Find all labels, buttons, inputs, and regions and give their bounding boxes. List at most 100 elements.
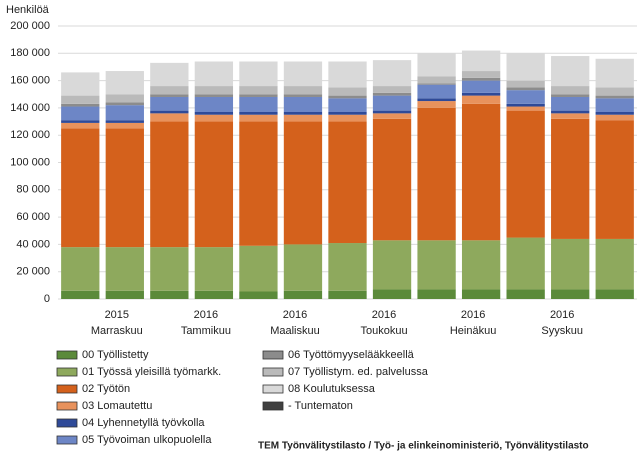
bar-segment [283,96,323,112]
bar-segment [328,111,367,115]
x-tick-month: Tammikuu [181,325,231,337]
bar-segment [372,240,412,290]
y-tick-label: 40 000 [16,238,50,250]
bar-segment [372,92,412,96]
bar-segment [328,114,367,122]
bar-segment [595,120,634,239]
bar-segment [194,96,234,112]
bar-segment [461,95,501,104]
y-tick-label: 20 000 [16,266,50,278]
bar-segment [194,290,234,299]
bar-segment [595,58,634,88]
bar-segment [194,121,234,248]
legend-label: 02 Työtön [82,383,130,395]
bar-segment [461,240,501,290]
bar-segment [417,101,456,108]
bar-segment [417,98,456,102]
legend-label: 03 Lomautettu [82,400,152,412]
bar-segment [194,94,234,97]
x-tick-month: Maaliskuu [270,325,320,337]
bar-segment [461,77,501,81]
bar-segment [61,72,100,96]
bar-segment [595,238,634,290]
bar-segment [105,94,144,103]
bar-segment [461,50,501,72]
bar-segment [595,114,634,121]
bar-segment [239,86,278,95]
bar-segment [283,111,323,115]
y-tick-label: 100 000 [10,156,50,168]
bar-segment [105,102,144,106]
bar-segment [150,110,189,114]
bar-segment [61,120,100,123]
x-tick-month: Heinäkuu [450,325,496,337]
bar-segment [194,247,234,291]
x-tick-year: 2015 [105,309,129,321]
legend-swatch [56,384,78,394]
y-axis-label: Henkilöä [6,4,50,16]
bar-segment [61,95,100,104]
x-tick-year: 2016 [194,309,218,321]
bar-segment [461,289,501,299]
legend-swatch [262,401,284,411]
bar-segment [595,98,634,112]
bar-segment [105,71,144,95]
source: TEM Työnvälitystilasto / Työ- ja elinkei… [258,441,589,452]
x-tick-month: Syyskuu [541,325,583,337]
bar-segment [283,290,323,299]
bar-segment [551,110,590,114]
bar-segment [461,80,501,93]
bar-segment [506,106,545,111]
legend-label: - Tuntematon [288,400,353,412]
bar-segment [328,98,367,112]
bar-segment [506,110,545,238]
y-tick-label: 160 000 [10,75,50,87]
bar-segment [506,80,545,88]
y-tick-label: 200 000 [10,20,50,32]
y-tick-label: 120 000 [10,129,50,141]
legend-swatch [56,367,78,377]
legend-swatch [56,401,78,411]
bar-segment [61,103,100,107]
bar-segment [417,289,456,299]
bar-segment [551,96,590,111]
x-tick-year: 2016 [550,309,574,321]
bar-segment [595,95,634,99]
bar-segment [283,86,323,95]
bar-segment [328,243,367,291]
bar-segment [194,86,234,95]
bar-segment [239,61,278,87]
bar-segment [372,86,412,93]
legend-swatch [56,435,78,445]
legend-swatch [56,418,78,428]
bar-segment [150,113,189,122]
legend-swatch [262,367,284,377]
bar-segment [283,244,323,291]
bar-segment [239,291,278,299]
bar-segment [61,247,100,291]
bar-segment [551,238,590,290]
y-tick-label: 80 000 [16,184,50,196]
bar-segment [328,290,367,299]
x-tick-month: Toukokuu [360,325,407,337]
bar-segment [506,87,545,91]
bar-segment [372,113,412,119]
bar-segment [328,121,367,244]
bar-segment [551,94,590,97]
bar-segment [105,120,144,123]
bar-segment [194,111,234,115]
bar-segment [417,84,456,99]
bar-segment [551,113,590,119]
x-tick-month: Marraskuu [91,325,143,337]
bar-segment [194,114,234,122]
legend-label: 05 Työvoiman ulkopuolella [82,434,212,446]
x-tick-year: 2016 [283,309,307,321]
bar-segment [595,289,634,299]
legend-label: 01 Työssä yleisillä työmarkk. [82,366,221,378]
bar-segment [595,111,634,115]
bar-segment [461,71,501,78]
bar-segment [506,103,545,107]
bar-segment [239,94,278,97]
bar-segment [328,87,367,96]
